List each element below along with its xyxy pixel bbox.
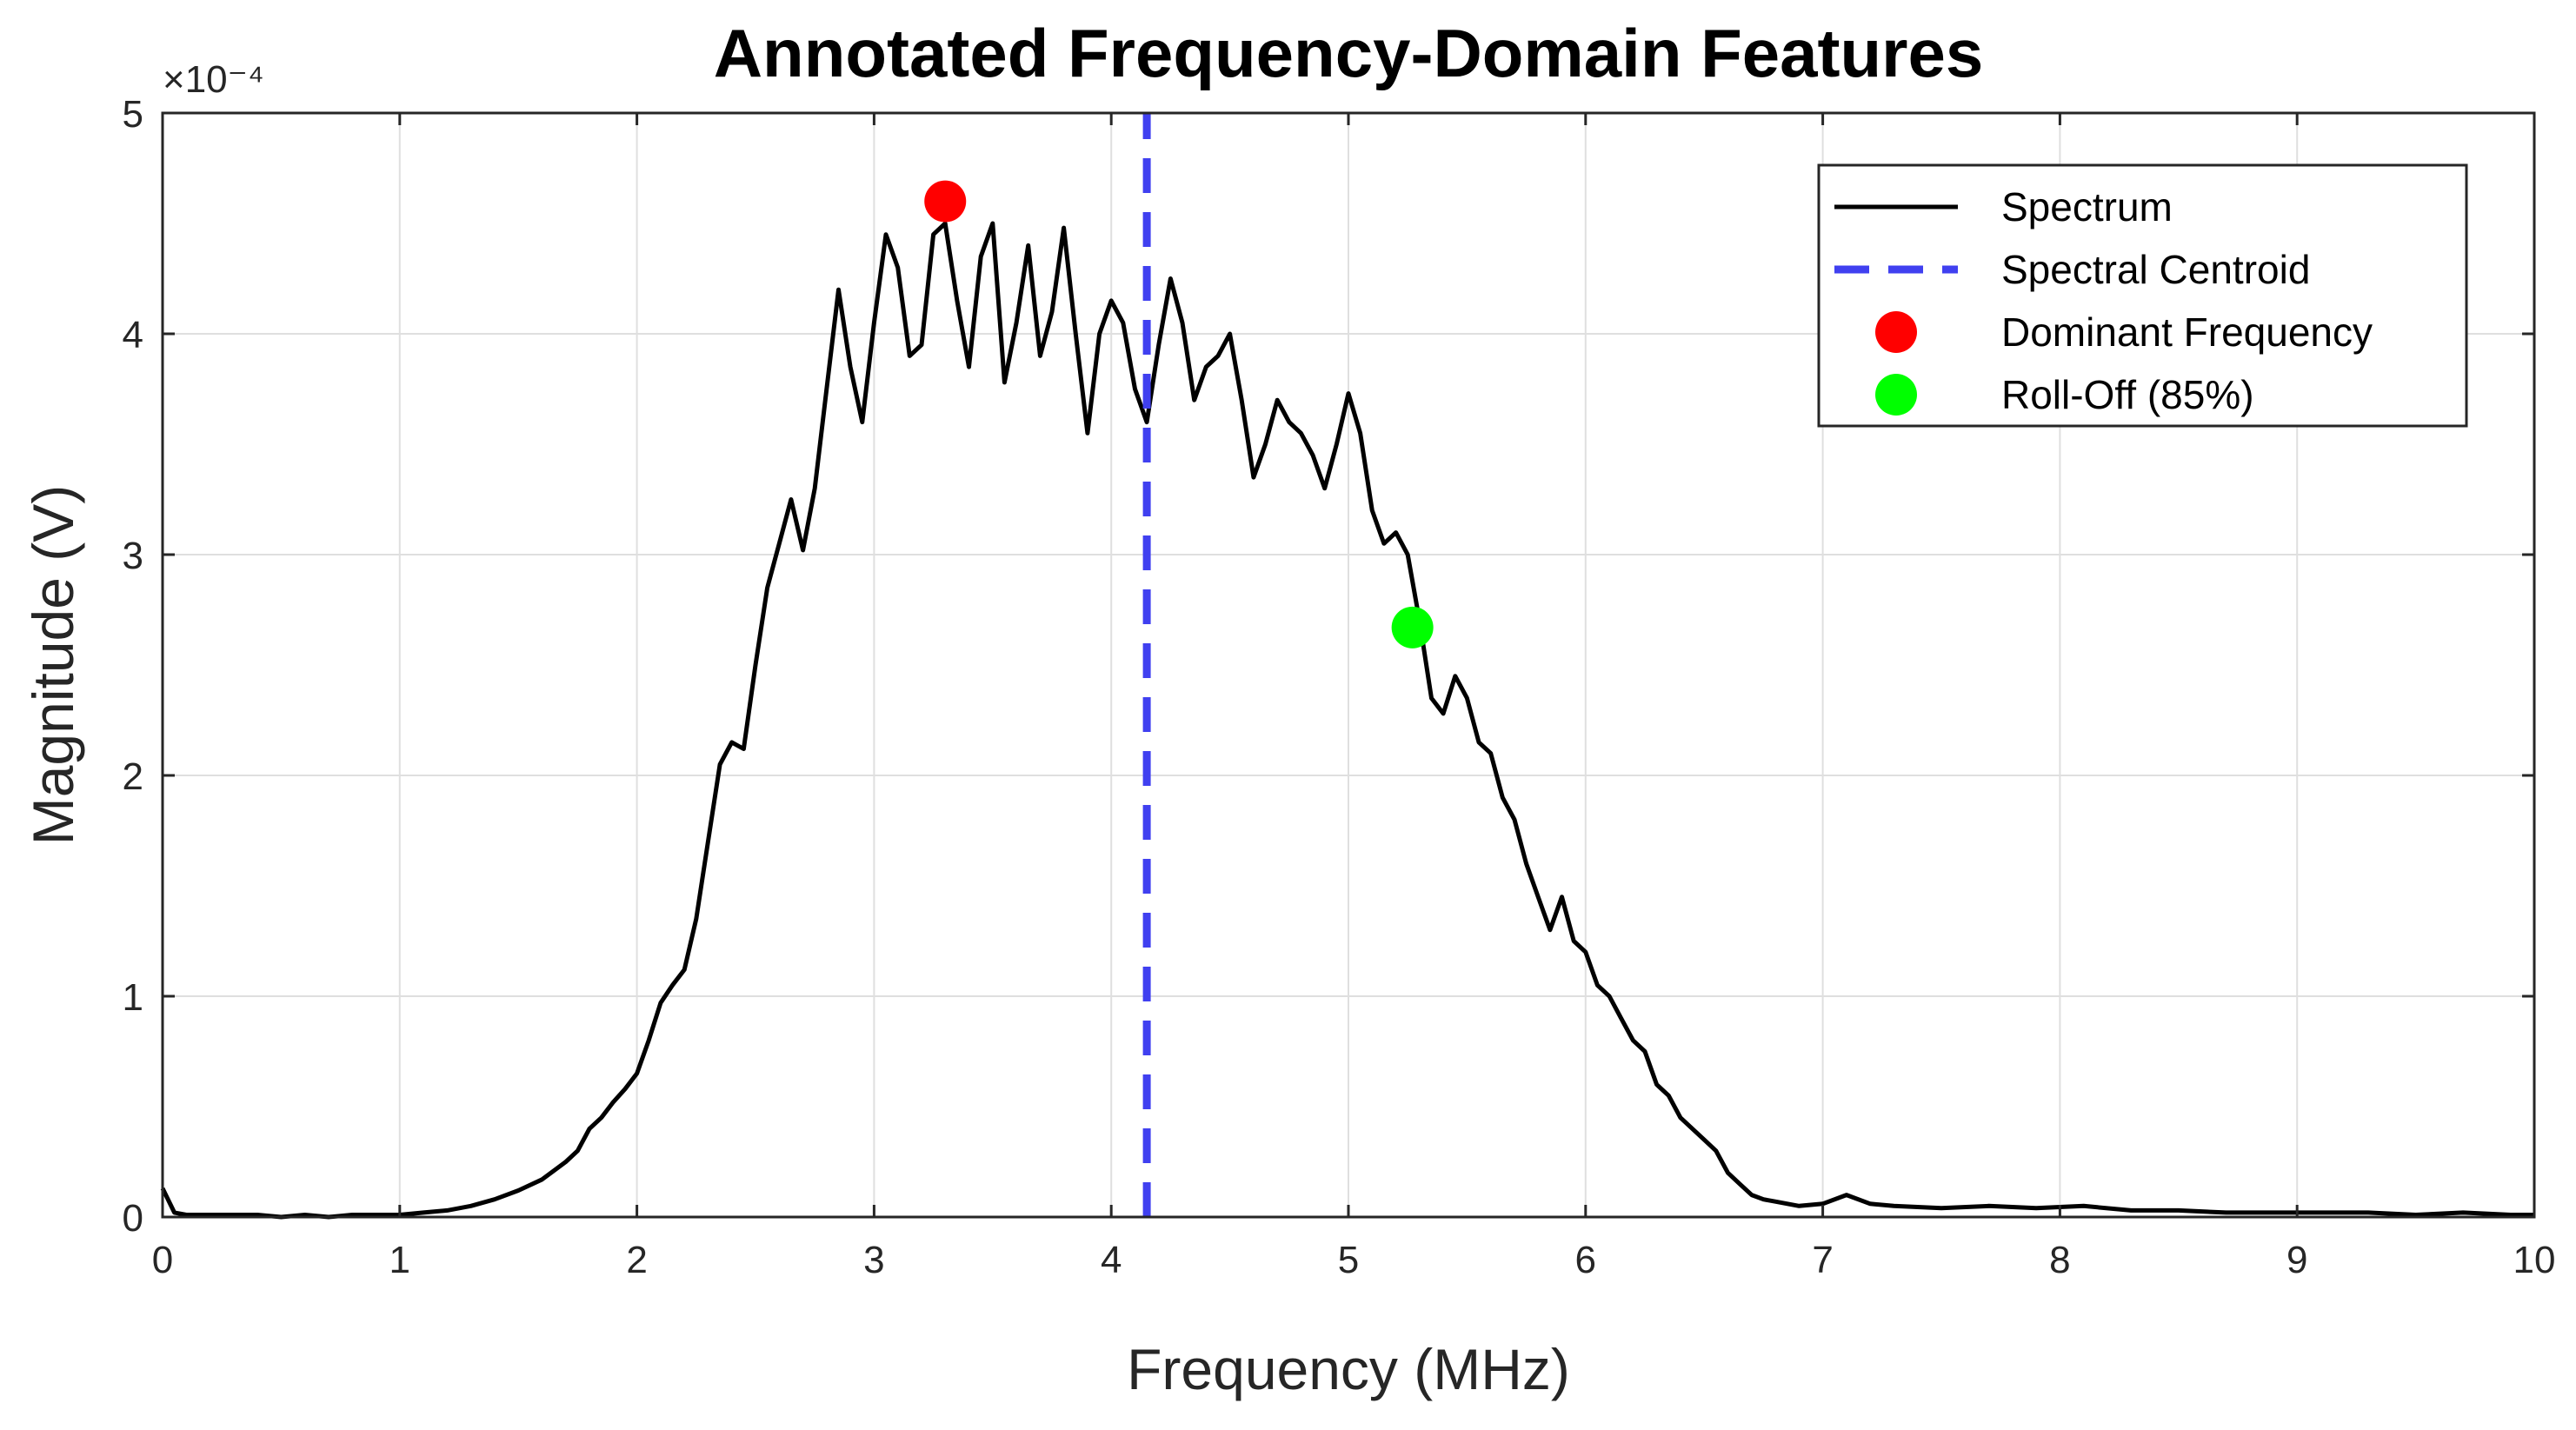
y-tick-label: 5 bbox=[123, 93, 143, 136]
legend-label: Spectrum bbox=[2001, 184, 2173, 229]
y-tick-label: 4 bbox=[123, 314, 143, 356]
y-tick-label: 3 bbox=[123, 535, 143, 577]
legend-label: Dominant Frequency bbox=[2001, 309, 2373, 355]
legend-marker bbox=[1875, 374, 1917, 416]
dominant-frequency-marker bbox=[924, 180, 967, 223]
x-tick-label: 9 bbox=[2286, 1239, 2307, 1281]
x-tick-label: 8 bbox=[2049, 1239, 2070, 1281]
x-tick-label: 5 bbox=[1338, 1239, 1359, 1281]
y-exponent-label: ×10⁻⁴ bbox=[163, 58, 264, 101]
legend: Spectrum Spectral Centroid Dominant Freque… bbox=[1817, 163, 2468, 428]
series-layer bbox=[160, 113, 2534, 1220]
legend-label: Roll-Off (85%) bbox=[2001, 372, 2254, 417]
x-tick-label: 4 bbox=[1101, 1239, 1122, 1281]
y-tick-label: 1 bbox=[123, 976, 143, 1019]
y-axis-label: Magnitude (V) bbox=[21, 485, 85, 846]
x-tick-label: 0 bbox=[152, 1239, 173, 1281]
x-tick-label: 7 bbox=[1812, 1239, 1833, 1281]
x-axis-label: Frequency (MHz) bbox=[1127, 1337, 1570, 1401]
x-tick-label: 1 bbox=[389, 1239, 410, 1281]
roll-off-85-marker bbox=[1391, 606, 1434, 648]
y-tick-label: 2 bbox=[123, 755, 143, 798]
x-tick-label: 6 bbox=[1575, 1239, 1596, 1281]
y-tick-label: 0 bbox=[123, 1197, 143, 1240]
x-tick-label: 2 bbox=[626, 1239, 647, 1281]
x-tick-label: 3 bbox=[863, 1239, 884, 1281]
chart-title: Annotated Frequency-Domain Features bbox=[714, 15, 1984, 91]
legend-marker bbox=[1875, 311, 1917, 353]
tick-layer: 0 1 2 3 4 5 6 7 8 9 10 0 1 2 3 4 5 bbox=[123, 93, 2556, 1281]
x-tick-label: 10 bbox=[2513, 1239, 2556, 1281]
legend-label: Spectral Centroid bbox=[2001, 247, 2310, 292]
spectrum-line bbox=[160, 221, 2534, 1220]
